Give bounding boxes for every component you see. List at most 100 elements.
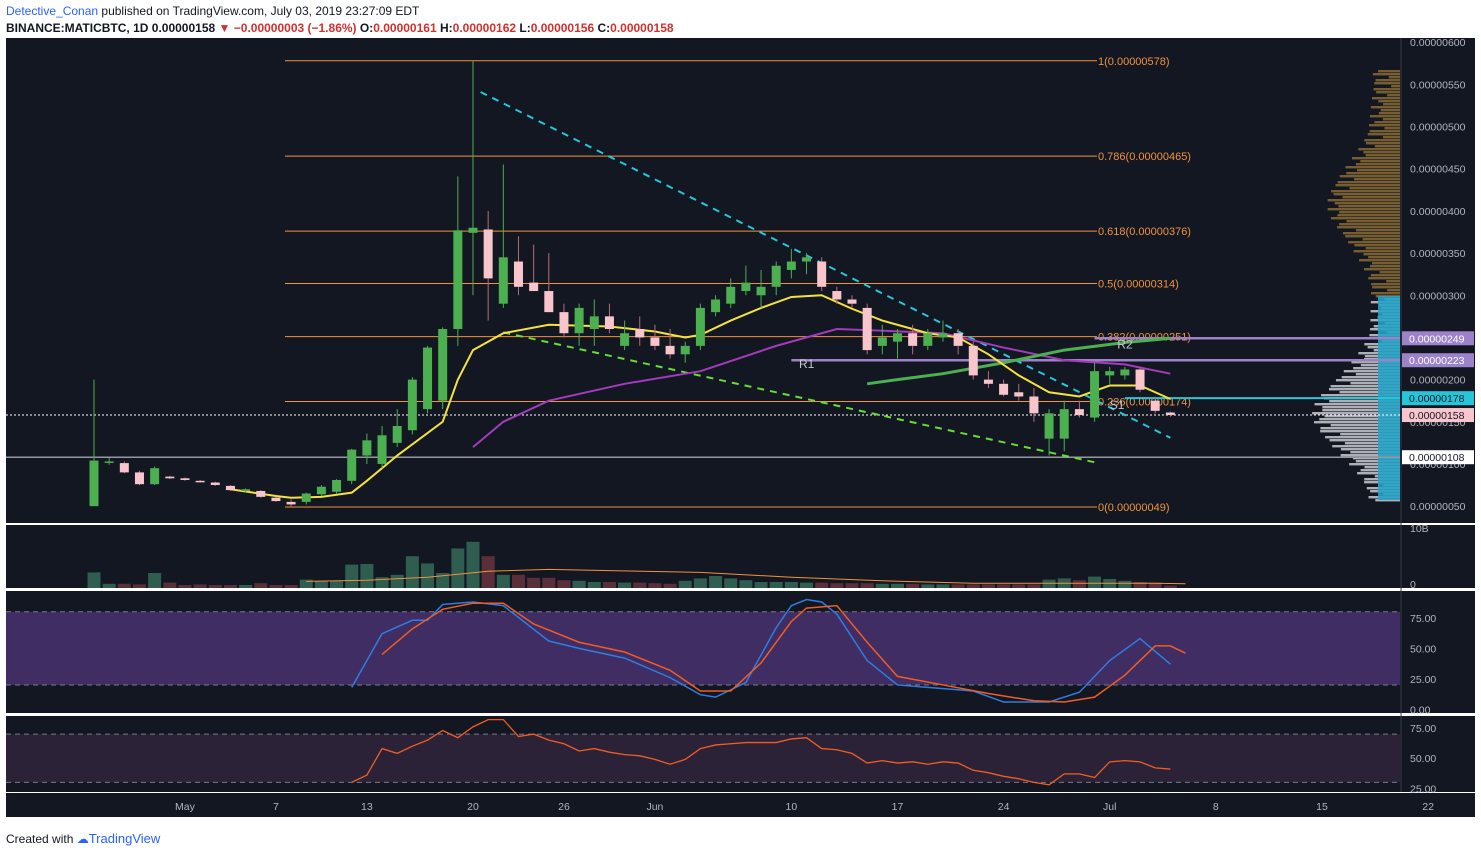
candle-body	[1059, 409, 1069, 439]
volume-profile-bar	[1378, 100, 1400, 103]
price-tag-label: 0.00000178	[1409, 393, 1465, 405]
publication-line: Detective_Conan published on TradingView…	[6, 4, 419, 18]
candle-body	[1165, 412, 1175, 416]
trendline-cyan-dashed	[480, 91, 1171, 439]
candle-body	[256, 490, 266, 497]
time-tick-label: 22	[1422, 801, 1434, 813]
volume-profile-bar	[1345, 235, 1400, 238]
volume-tick-label: 0	[1410, 579, 1416, 591]
volume-profile-bar	[1337, 181, 1400, 184]
volume-profile-bar	[1374, 82, 1400, 85]
candle-body	[786, 261, 796, 270]
candle-body	[392, 426, 402, 443]
volume-profile-bar	[1350, 382, 1400, 385]
volume-profile-bar	[1365, 142, 1400, 145]
volume-profile-bar	[1338, 205, 1400, 208]
price-tag-label: 0.00000158	[1409, 410, 1465, 422]
stoch-band	[6, 611, 1400, 685]
volume-bar	[709, 576, 723, 588]
volume-bar	[648, 583, 662, 588]
volume-profile-bar	[1371, 283, 1400, 286]
volume-profile-bar	[1353, 367, 1400, 370]
tradingview-brand[interactable]: TradingView	[88, 831, 161, 846]
volume-profile-bar	[1327, 199, 1400, 202]
author-link[interactable]: Detective_Conan	[6, 4, 99, 18]
volume-profile-bar	[1334, 202, 1400, 205]
volume-profile-bar	[1363, 253, 1400, 256]
rsi-line	[351, 718, 1171, 786]
down-arrow-icon: ▼	[218, 21, 231, 35]
price-tick-label: 0.00000050	[1410, 501, 1466, 513]
volume-tick-label: 10B	[1410, 523, 1429, 535]
volume-profile-bar	[1340, 433, 1400, 436]
fib-level-label: 0(0.00000049)	[1098, 502, 1170, 514]
candle-body	[968, 345, 978, 376]
symbol-label[interactable]: BINANCE:MATICBTC, 1D	[6, 21, 149, 35]
volume-bar	[890, 583, 904, 588]
candle-body	[847, 299, 857, 304]
volume-bar	[784, 582, 798, 588]
time-tick-label: 20	[467, 801, 479, 813]
candle-body	[1090, 371, 1100, 418]
volume-bar	[314, 580, 328, 588]
volume-profile-bar	[1349, 463, 1400, 466]
stoch-tick-label: 75.00	[1410, 613, 1436, 625]
candle-body	[165, 476, 175, 479]
stoch-k-line	[351, 598, 1171, 703]
volume-profile-bar	[1374, 145, 1400, 148]
fib-level-label: 0.5(0.00000314)	[1098, 278, 1179, 290]
volume-bar	[1027, 584, 1041, 588]
volume-profile-bar	[1372, 73, 1400, 76]
volume-profile-bar	[1364, 139, 1400, 142]
volume-profile-bar	[1312, 412, 1400, 415]
candle-body	[1135, 369, 1145, 390]
volume-profile-bar	[1331, 190, 1400, 193]
time-tick-label: 10	[786, 801, 798, 813]
volume-profile-bar	[1369, 265, 1400, 268]
volume-profile-bar	[1378, 112, 1400, 115]
volume-profile-bar	[1340, 454, 1400, 457]
volume-profile-bar	[1330, 424, 1400, 427]
volume-profile-bar	[1314, 421, 1400, 424]
volume-profile-bar	[1351, 157, 1400, 160]
volume-bar	[421, 563, 435, 588]
candle-body	[225, 485, 235, 491]
volume-profile-bar	[1355, 373, 1400, 376]
candle-body	[665, 345, 675, 355]
candle-body	[589, 316, 599, 329]
volume-bar	[587, 582, 601, 588]
annotation-r1: R1	[799, 357, 815, 371]
volume-profile-bar	[1339, 391, 1400, 394]
volume-bar	[542, 577, 556, 588]
price-tick-label: 0.00000450	[1410, 164, 1466, 176]
candle-body	[771, 265, 781, 287]
volume-bar	[269, 585, 283, 588]
volume-bar	[663, 583, 677, 588]
volume-profile-bar	[1322, 406, 1400, 409]
volume-bar	[330, 580, 344, 588]
volume-bar	[481, 556, 495, 588]
volume-profile-bar	[1335, 379, 1400, 382]
volume-profile-bar	[1383, 103, 1400, 106]
price-tick-label: 0.00000400	[1410, 206, 1466, 218]
candle-body	[544, 291, 554, 313]
candle-body	[423, 347, 433, 410]
volume-bar	[117, 583, 131, 588]
candle-body	[1150, 400, 1160, 411]
volume-profile-bar	[1342, 232, 1400, 235]
volume-profile-bar	[1314, 403, 1400, 406]
volume-bar	[390, 574, 404, 588]
price-tag-box	[1402, 450, 1474, 465]
close-label: C:	[597, 21, 611, 35]
volume-profile-bar	[1342, 196, 1400, 199]
price-tag-box	[1402, 353, 1474, 368]
volume-bar	[527, 577, 541, 588]
volume-pane	[6, 525, 1475, 588]
candle-body	[347, 449, 357, 481]
candle-body	[574, 307, 584, 334]
volume-profile-bar	[1367, 133, 1400, 136]
close-value: 0.00000158	[610, 21, 674, 35]
volume-profile-bar	[1363, 268, 1400, 271]
volume-profile-bar	[1365, 247, 1400, 250]
